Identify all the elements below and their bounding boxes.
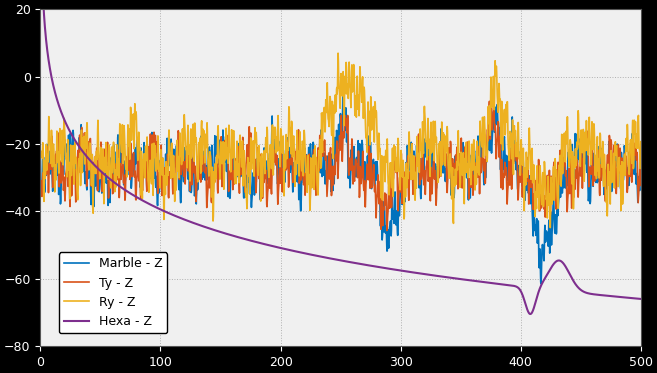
Hexa - Z — [620, 295, 627, 300]
Line: Ry - Z: Ry - Z — [41, 53, 641, 228]
Ty - Z — [383, 228, 391, 233]
Ty - Z — [620, 166, 627, 170]
Ty - Z — [510, 145, 518, 150]
Ry - Z — [334, 51, 342, 56]
Marble - Z — [510, 145, 518, 150]
Ty - Z — [313, 172, 321, 176]
Legend: Marble - Z, Ty - Z, Ry - Z, Hexa - Z: Marble - Z, Ty - Z, Ry - Z, Hexa - Z — [58, 253, 168, 333]
Hexa - Z — [637, 297, 645, 301]
Ry - Z — [68, 160, 76, 164]
Line: Marble - Z: Marble - Z — [41, 96, 641, 284]
Hexa - Z — [68, 133, 76, 138]
Marble - Z — [68, 146, 76, 150]
Marble - Z — [37, 182, 45, 187]
Ty - Z — [487, 99, 495, 103]
Marble - Z — [537, 282, 545, 286]
Ty - Z — [68, 182, 76, 186]
Line: Ty - Z: Ty - Z — [41, 101, 641, 231]
Marble - Z — [620, 154, 628, 158]
Ty - Z — [37, 179, 45, 183]
Hexa - Z — [509, 283, 517, 288]
Ry - Z — [637, 140, 645, 144]
Marble - Z — [313, 166, 321, 171]
Line: Hexa - Z: Hexa - Z — [41, 0, 641, 314]
Hexa - Z — [329, 257, 337, 261]
Ry - Z — [313, 183, 321, 187]
Marble - Z — [637, 158, 645, 162]
Ty - Z — [620, 169, 628, 173]
Ry - Z — [329, 141, 337, 145]
Ry - Z — [620, 162, 627, 166]
Ry - Z — [547, 225, 555, 230]
Ry - Z — [37, 149, 45, 154]
Ry - Z — [510, 153, 518, 157]
Hexa - Z — [620, 295, 627, 300]
Ty - Z — [637, 176, 645, 181]
Hexa - Z — [526, 312, 534, 316]
Marble - Z — [329, 188, 337, 193]
Ty - Z — [329, 175, 337, 179]
Ry - Z — [620, 160, 628, 164]
Marble - Z — [339, 94, 347, 98]
Marble - Z — [620, 169, 627, 174]
Hexa - Z — [313, 254, 321, 258]
